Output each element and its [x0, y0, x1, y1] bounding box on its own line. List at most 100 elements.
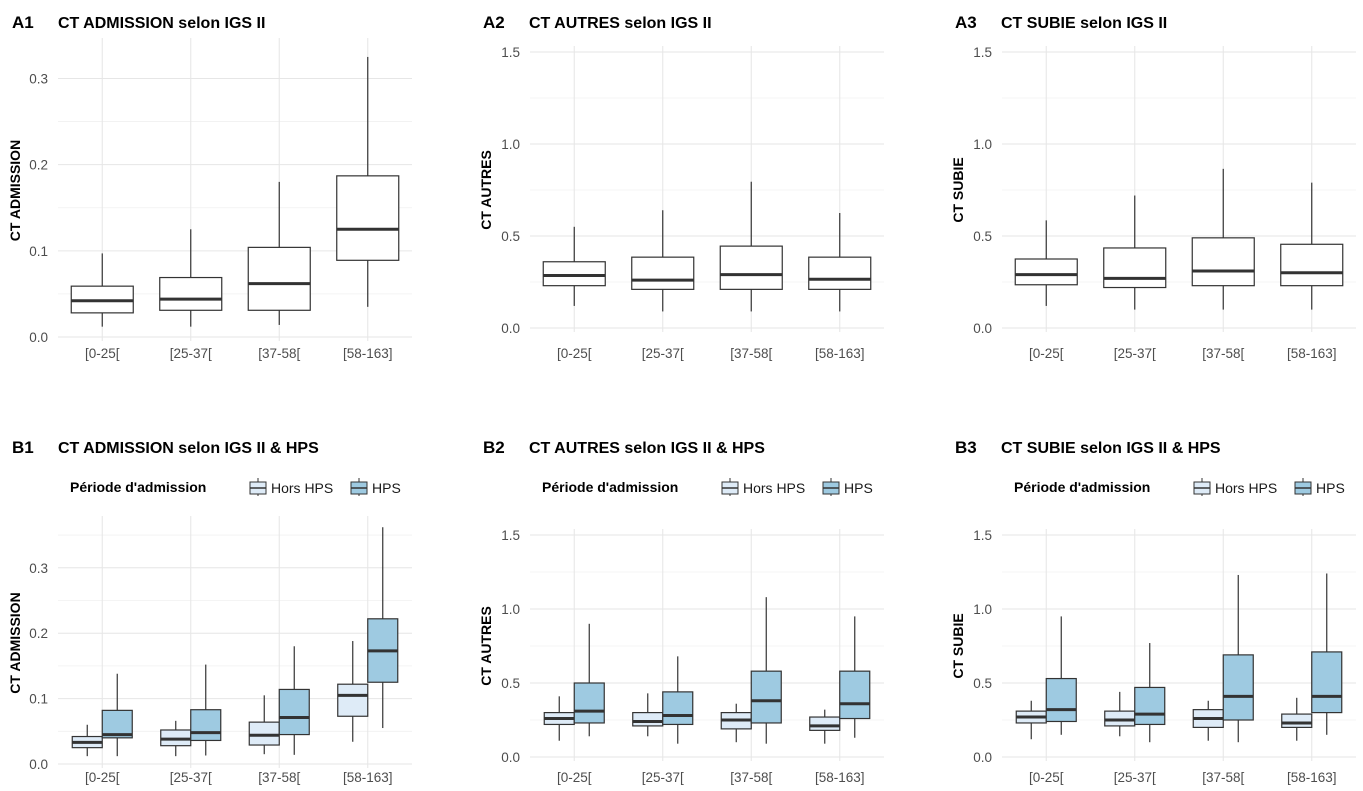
box-hps-3 — [367, 527, 399, 729]
x-tick-label: [0-25[ — [1029, 346, 1064, 361]
x-tick-label: [25-37[ — [1114, 770, 1156, 785]
box-iqr — [809, 716, 841, 731]
legend-title: Période d'admission — [70, 479, 206, 495]
panel-a2: A2 CT AUTRES selon IGS II 0.0 0.5 1.0 1.5 [0-2… — [478, 13, 884, 361]
legend-label: Hors HPS — [271, 480, 333, 496]
y-tick-label: 1.5 — [501, 528, 520, 543]
grid — [1002, 529, 1356, 761]
panel-title: CT ADMISSION selon IGS II & HPS — [58, 440, 319, 457]
y-axis-label: CT AUTRES — [478, 150, 494, 230]
box-iqr — [542, 261, 606, 287]
boxes — [70, 56, 400, 327]
legend-label: HPS — [1316, 480, 1345, 496]
panel-b3: B3 CT SUBIE selon IGS II & HPS 0.0 0.5 1.0 1.… — [950, 438, 1356, 785]
y-tick-label: 0.3 — [29, 561, 48, 576]
boxes — [71, 527, 399, 757]
legend-key-hps: HPS — [350, 478, 401, 496]
panel-title: CT ADMISSION selon IGS II — [58, 15, 265, 32]
box-iqr — [839, 670, 871, 720]
box-hps-2 — [750, 597, 782, 744]
box-iqr — [1014, 258, 1078, 286]
y-axis-label: CT SUBIE — [950, 157, 966, 222]
legend-label: HPS — [844, 480, 873, 496]
legend-label: Hors HPS — [1215, 480, 1277, 496]
legend-key-hors-hps: Hors HPS — [721, 478, 805, 496]
box-hors-hps-0 — [1015, 700, 1047, 740]
x-tick-label: [25-37[ — [1114, 346, 1156, 361]
box-series-3 — [1280, 182, 1344, 310]
box-iqr — [278, 688, 310, 736]
y-axis-label: CT ADMISSION — [7, 140, 23, 241]
x-tick-label: [25-37[ — [170, 346, 212, 361]
box-iqr — [750, 670, 782, 724]
box-hors-hps-3 — [337, 641, 369, 742]
y-tick-label: 0.2 — [29, 626, 48, 641]
box-hps-2 — [1222, 574, 1254, 743]
x-tick-label: [37-58[ — [730, 346, 772, 361]
box-hors-hps-1 — [160, 720, 192, 757]
y-tick-label: 0.5 — [973, 229, 992, 244]
box-hors-hps-2 — [248, 695, 280, 755]
panel-tag: B2 — [483, 438, 505, 457]
box-iqr — [1045, 677, 1077, 723]
box-series-0 — [1014, 220, 1078, 306]
boxes — [1014, 168, 1344, 310]
box-iqr — [1134, 686, 1166, 726]
box-hors-hps-1 — [1104, 691, 1136, 737]
y-tick-label: 1.0 — [501, 137, 520, 152]
x-tick-label: [0-25[ — [557, 346, 592, 361]
box-iqr — [573, 682, 605, 724]
panel-a3: A3 CT SUBIE selon IGS II 0.0 0.5 1.0 1.5 [0-25… — [950, 13, 1356, 361]
box-iqr — [808, 256, 872, 290]
y-tick-label: 0.0 — [29, 330, 48, 345]
legend-title: Période d'admission — [542, 479, 678, 495]
box-iqr — [1222, 654, 1254, 721]
box-iqr — [337, 683, 369, 717]
x-tick-label: [25-37[ — [642, 770, 684, 785]
panel-title: CT SUBIE selon IGS II & HPS — [1001, 440, 1221, 457]
panel-tag: B1 — [12, 438, 34, 457]
box-iqr — [632, 711, 664, 727]
x-tick-label: [0-25[ — [85, 770, 120, 785]
x-tick-label: [25-37[ — [642, 346, 684, 361]
y-tick-label: 0.3 — [29, 71, 48, 86]
boxes — [543, 597, 871, 744]
box-hps-2 — [278, 646, 310, 755]
y-tick-label: 0.1 — [29, 692, 48, 707]
panel-title: CT SUBIE selon IGS II — [1001, 15, 1167, 32]
legend: Période d'admission Hors HPS HPS — [70, 478, 401, 496]
box-series-3 — [808, 213, 872, 312]
legend-key-hors-hps: Hors HPS — [1193, 478, 1277, 496]
x-tick-label: [58-163] — [1287, 770, 1337, 785]
x-tick-label: [0-25[ — [1029, 770, 1064, 785]
box-hps-0 — [573, 623, 605, 737]
boxes — [1015, 573, 1343, 743]
y-tick-label: 0.0 — [501, 321, 520, 336]
box-iqr — [1191, 237, 1255, 287]
legend-label: Hors HPS — [743, 480, 805, 496]
box-series-0 — [70, 253, 134, 327]
box-series-1 — [1103, 195, 1167, 310]
box-hors-hps-0 — [543, 696, 575, 741]
box-hors-hps-3 — [1281, 697, 1313, 741]
x-tick-label: [37-58[ — [258, 770, 300, 785]
box-hps-3 — [839, 616, 871, 738]
panel-tag: B3 — [955, 438, 977, 457]
grid — [530, 46, 884, 332]
x-tick-label: [58-163] — [815, 346, 865, 361]
legend: Période d'admission Hors HPS HPS — [1014, 478, 1345, 496]
legend-key-hps: HPS — [822, 478, 873, 496]
legend-title: Période d'admission — [1014, 479, 1150, 495]
y-tick-label: 0.0 — [501, 750, 520, 765]
box-series-3 — [336, 56, 400, 307]
y-tick-label: 0.2 — [29, 158, 48, 173]
box-iqr — [719, 245, 783, 290]
box-iqr — [336, 175, 400, 261]
box-hors-hps-0 — [71, 724, 103, 757]
box-hps-0 — [101, 673, 133, 757]
y-tick-label: 0.5 — [501, 676, 520, 691]
box-series-1 — [631, 210, 695, 312]
y-tick-label: 0.0 — [973, 750, 992, 765]
box-hps-1 — [190, 664, 222, 756]
panel-b2: B2 CT AUTRES selon IGS II & HPS 0.0 0.5 1.0 1… — [478, 438, 884, 785]
